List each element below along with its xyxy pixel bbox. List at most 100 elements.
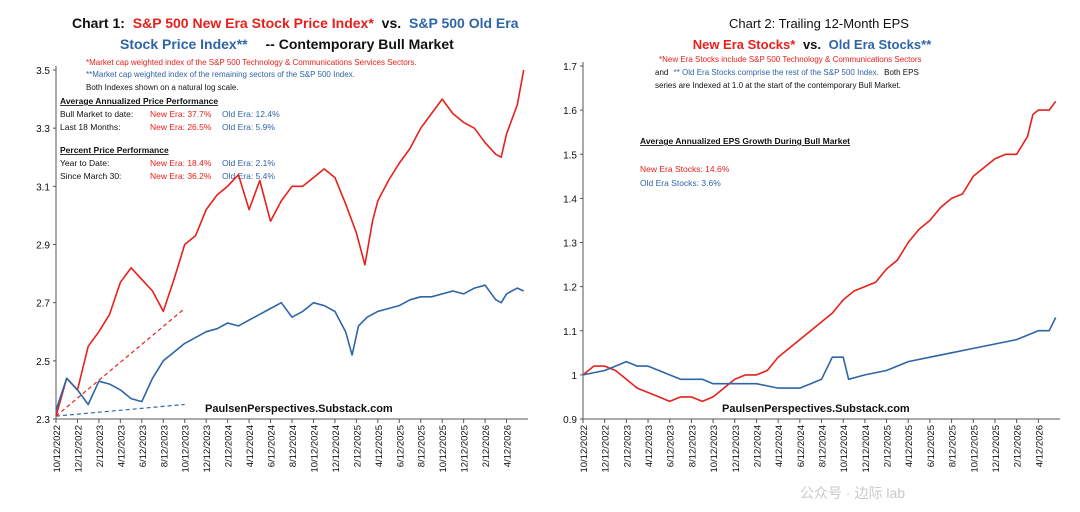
chart1-pct-row1-old: Old Era: 2.1% (222, 158, 275, 168)
chart1-pct-row1-new: New Era: 18.4% (150, 158, 212, 168)
series-line-old-era (582, 317, 1057, 389)
x-tick-label: 4/12/2025 (904, 425, 915, 467)
x-tick-label: 6/12/2023 (138, 425, 149, 467)
x-tick-label: 4/12/2026 (503, 425, 514, 467)
y-tick-label: 1.2 (563, 283, 577, 294)
overlay-watermark: 公众号 · 边际 lab (800, 485, 905, 501)
chart1-perf-heading: Average Annualized Price Performance (60, 96, 218, 106)
series-line-new-era (55, 69, 525, 417)
x-tick-label: 6/12/2025 (926, 425, 937, 467)
x-tick-label: 12/12/2023 (202, 425, 213, 473)
y-tick-label: 3.1 (36, 182, 50, 193)
x-tick-label: 6/12/2025 (395, 425, 406, 467)
y-tick-label: 2.9 (36, 241, 50, 252)
trend-line (55, 308, 186, 417)
x-tick-label: 4/12/2023 (116, 425, 127, 467)
x-tick-label: 12/12/2022 (73, 425, 84, 473)
x-tick-label: 6/12/2023 (666, 425, 677, 467)
chart1-footnote-red: *Market cap weighted index of the S&P 50… (86, 58, 417, 67)
chart2-title-line2: New Era Stocks* vs. Old Era Stocks** (693, 37, 932, 52)
trend-line (55, 403, 185, 417)
x-tick-label: 8/12/2024 (818, 425, 829, 467)
x-tick-label: 2/12/2023 (95, 425, 106, 467)
x-tick-label: 12/12/2025 (991, 425, 1002, 473)
chart1-perf-row2-label: Last 18 Months: (60, 122, 120, 132)
chart1-perf-row1-label: Bull Market to date: (60, 109, 133, 119)
chart2-watermark: PaulsenPerspectives.Substack.com (722, 403, 910, 415)
chart2-footnote-line2: and ** Old Era Stocks comprise the rest … (655, 68, 919, 77)
y-tick-label: 0.9 (563, 415, 577, 426)
x-tick-label: 4/12/2024 (245, 425, 256, 467)
x-tick-label: 2/12/2026 (481, 425, 492, 467)
y-tick-label: 3.5 (36, 66, 50, 77)
chart1-pct-row1-label: Year to Date: (60, 158, 109, 168)
x-tick-label: 2/12/2023 (622, 425, 633, 467)
chart2-title-line1: Chart 2: Trailing 12-Month EPS (729, 16, 909, 31)
x-tick-label: 10/12/2024 (839, 425, 850, 473)
chart-2: Chart 2: Trailing 12-Month EPS New Era S… (640, 16, 932, 415)
x-tick-label: 12/12/2025 (460, 425, 471, 473)
chart1-perf-row2-old: Old Era: 5.9% (222, 122, 275, 132)
x-tick-label: 4/12/2025 (374, 425, 385, 467)
y-tick-label: 1.6 (563, 106, 577, 117)
x-tick-label: 10/12/2023 (181, 425, 192, 473)
x-tick-label: 10/12/2022 (579, 425, 590, 473)
chart1-plot: 3.5 3.3 3.1 2.9 2.7 2.5 2.310/12/2022 12/12/202… (36, 66, 528, 473)
y-tick-label: 2.5 (36, 357, 50, 368)
x-tick-label: 12/12/2024 (861, 425, 872, 473)
x-tick-label: 8/12/2023 (687, 425, 698, 467)
x-tick-label: 10/12/2022 (52, 425, 63, 473)
chart2-footnote-red: *New Era Stocks include S&P 500 Technolo… (659, 55, 922, 64)
y-tick-label: 3.3 (36, 124, 50, 135)
y-tick-label: 1.1 (563, 327, 577, 338)
chart2-growth-new: New Era Stocks: 14.6% (640, 164, 730, 174)
chart2-growth-heading: Average Annualized EPS Growth During Bul… (640, 136, 850, 146)
y-tick-label: 1.4 (563, 194, 577, 205)
chart1-perf-row2-new: New Era: 26.5% (150, 122, 212, 132)
y-tick-label: 1.5 (563, 150, 577, 161)
chart1-pct-row2-old: Old Era: 5.4% (222, 171, 275, 181)
x-tick-label: 12/12/2024 (331, 425, 342, 473)
chart1-pct-row2-label: Since March 30: (60, 171, 121, 181)
x-tick-label: 2/12/2025 (883, 425, 894, 467)
x-tick-label: 8/12/2025 (417, 425, 428, 467)
chart1-title-line2: Stock Price Index** -- Contemporary Bull… (120, 36, 454, 52)
chart2-growth-old: Old Era Stocks: 3.6% (640, 178, 721, 188)
x-tick-label: 2/12/2025 (352, 425, 363, 467)
x-tick-label: 2/12/2024 (224, 425, 235, 467)
chart1-pct-row2-new: New Era: 36.2% (150, 171, 212, 181)
series-line-old-era (55, 284, 525, 411)
chart1-footnote-scale: Both Indexes shown on a natural log scal… (86, 83, 239, 92)
x-tick-label: 4/12/2023 (644, 425, 655, 467)
chart-1: Chart 1: S&P 500 New Era Stock Price Ind… (60, 15, 519, 415)
x-tick-label: 2/12/2026 (1013, 425, 1024, 467)
y-tick-label: 2.3 (36, 415, 50, 426)
x-tick-label: 4/12/2026 (1034, 425, 1045, 467)
x-tick-label: 8/12/2025 (948, 425, 959, 467)
series-line-new-era (582, 100, 1057, 403)
chart2-footnote-line3: series are Indexed at 1.0 at the start o… (655, 81, 901, 90)
x-tick-label: 6/12/2024 (267, 425, 278, 467)
x-tick-label: 6/12/2024 (796, 425, 807, 467)
y-tick-label: 1 (571, 371, 577, 382)
chart1-title-line1: Chart 1: S&P 500 New Era Stock Price Ind… (72, 15, 519, 31)
y-tick-label: 2.7 (36, 299, 50, 310)
chart1-perf-row1-new: New Era: 37.7% (150, 109, 212, 119)
x-tick-label: 12/12/2023 (731, 425, 742, 473)
x-tick-label: 4/12/2024 (774, 425, 785, 467)
x-tick-label: 10/12/2024 (309, 425, 320, 473)
y-tick-label: 1.7 (563, 62, 577, 73)
chart1-watermark: PaulsenPerspectives.Substack.com (205, 403, 393, 415)
chart2-plot: 1.7 1.6 1.5 1.4 1.3 1.2 1.1 1 0.910/12/2022 12/12… (563, 62, 1060, 473)
x-tick-label: 12/12/2022 (601, 425, 612, 473)
chart1-footnote-blue: **Market cap weighted index of the remai… (86, 70, 355, 79)
x-tick-label: 2/12/2024 (752, 425, 763, 467)
x-tick-label: 8/12/2023 (159, 425, 170, 467)
x-tick-label: 10/12/2025 (438, 425, 449, 473)
x-tick-label: 10/12/2023 (709, 425, 720, 473)
chart1-pct-heading: Percent Price Performance (60, 145, 169, 155)
chart1-perf-row1-old: Old Era: 12.4% (222, 109, 280, 119)
x-tick-label: 8/12/2024 (288, 425, 299, 467)
y-tick-label: 1.3 (563, 239, 577, 250)
